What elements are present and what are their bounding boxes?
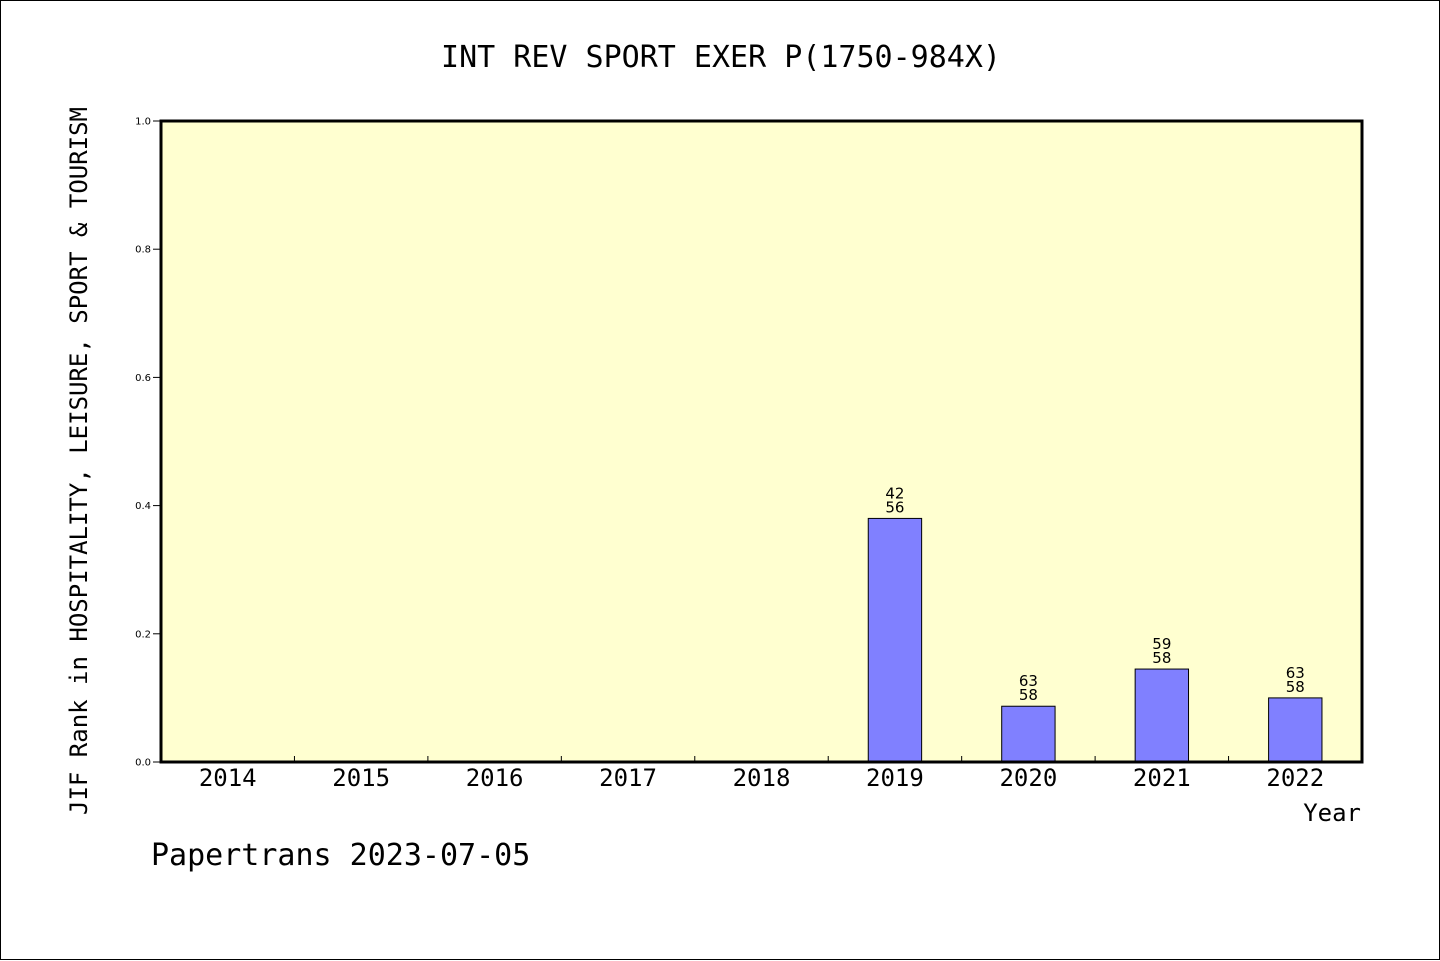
- y-axis-ticks: 0.0 0.2 0.4 0.6 0.8 1.0: [135, 117, 161, 769]
- x-tick-label-2017: 2017: [599, 764, 657, 792]
- bar-total-label-2021: 58: [1152, 649, 1171, 667]
- bar-rank-label-2020: 63: [1019, 672, 1038, 690]
- plot-area: [161, 121, 1362, 762]
- bar-2022: [1268, 697, 1323, 763]
- bar-rank-label-2022: 63: [1286, 664, 1305, 682]
- y-tick-label: 1.0: [135, 117, 151, 128]
- bar-total-label-2020: 58: [1019, 686, 1038, 704]
- chart-title: INT REV SPORT EXER P(1750-984X): [441, 40, 1001, 75]
- bar-2021: [1134, 668, 1190, 763]
- bars: [867, 517, 1323, 763]
- y-tick-label: 0.2: [135, 629, 151, 640]
- x-tick-label-2015: 2015: [332, 764, 390, 792]
- y-axis-label: JIF Rank in HOSPITALITY, LEISURE, SPORT …: [65, 107, 93, 815]
- bar-rank-label-2021: 59: [1152, 635, 1171, 653]
- y-tick-label: 0.6: [135, 373, 151, 384]
- x-tick-label-2016: 2016: [466, 764, 524, 792]
- y-tick-label: 0.0: [135, 758, 151, 769]
- bar-rank-label-2019: 42: [885, 484, 904, 502]
- x-tick-label-2019: 2019: [866, 764, 924, 792]
- bar-total-label-2022: 58: [1286, 678, 1305, 696]
- y-tick-label: 0.4: [135, 501, 151, 512]
- x-axis-ticks: 2014 2015 2016 2017 2018 2019 2020 2021 2022: [199, 756, 1324, 792]
- plot-border: [159, 119, 1364, 764]
- x-tick-label-2022: 2022: [1266, 764, 1324, 792]
- y-tick-label: 0.8: [135, 245, 151, 256]
- x-tick-label-2021: 2021: [1133, 764, 1191, 792]
- x-tick-label-2020: 2020: [999, 764, 1057, 792]
- bar-total-label-2019: 56: [885, 498, 904, 516]
- bar-2020: [1001, 705, 1056, 763]
- x-tick-label-2018: 2018: [733, 764, 791, 792]
- x-tick-label-2014: 2014: [199, 764, 257, 792]
- footer-credit: Papertrans 2023-07-05: [151, 838, 530, 873]
- x-axis-label: Year: [1303, 799, 1361, 827]
- bar-2019: [867, 517, 923, 763]
